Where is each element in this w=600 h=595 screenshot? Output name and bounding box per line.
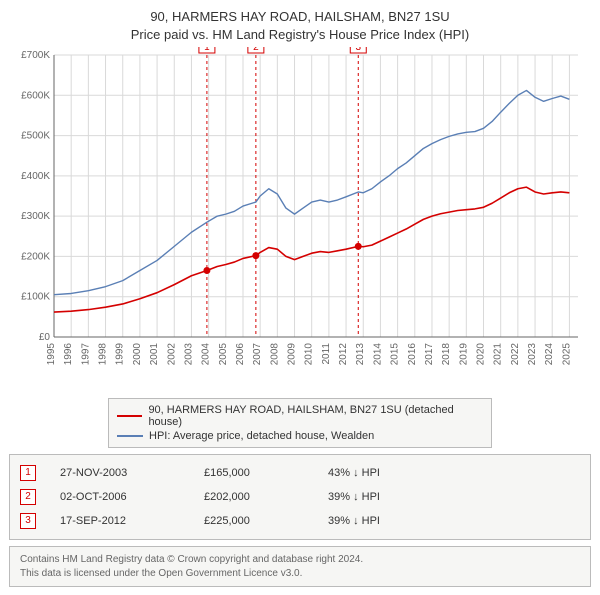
sale-point-marker: 1 [20,465,36,481]
svg-text:2019: 2019 [458,343,469,366]
chart-area: £0 £100K £200K £300K £400K £500K £600K £700K 199… [8,47,592,392]
sale-point-date: 02-OCT-2006 [60,491,180,503]
svg-text:2: 2 [253,47,259,53]
svg-text:2010: 2010 [304,343,315,366]
sale-point-row: 2 02-OCT-2006 £202,000 39% ↓ HPI [20,485,580,509]
svg-text:1997: 1997 [80,343,91,366]
svg-text:£400K: £400K [21,171,50,182]
svg-text:£100K: £100K [21,292,50,303]
attribution-line1: Contains HM Land Registry data © Crown c… [20,553,580,567]
svg-text:1995: 1995 [46,343,57,366]
svg-text:1: 1 [204,47,210,53]
sale-point-diff: 43% ↓ HPI [328,467,428,479]
svg-text:2002: 2002 [166,343,177,366]
title-line1: 90, HARMERS HAY ROAD, HAILSHAM, BN27 1SU [8,8,592,26]
sale-points-box: 1 27-NOV-2003 £165,000 43% ↓ HPI 2 02-OCT-200… [9,454,591,540]
sale-point-diff: 39% ↓ HPI [328,515,428,527]
svg-text:1998: 1998 [98,343,109,366]
svg-text:£0: £0 [39,332,51,343]
svg-text:2008: 2008 [269,343,280,366]
svg-text:2006: 2006 [235,343,246,366]
svg-text:2025: 2025 [561,343,572,366]
svg-text:2017: 2017 [424,343,435,366]
svg-text:2024: 2024 [544,343,555,366]
legend-swatch-red [117,415,142,417]
svg-text:2005: 2005 [218,343,229,366]
svg-text:2014: 2014 [372,343,383,366]
svg-text:2016: 2016 [407,343,418,366]
svg-text:2022: 2022 [510,343,521,366]
svg-text:2011: 2011 [321,343,332,365]
legend-swatch-blue [117,435,143,437]
svg-text:1999: 1999 [115,343,126,366]
svg-text:£300K: £300K [21,211,50,222]
svg-text:2003: 2003 [183,343,194,366]
sale-point-date: 17-SEP-2012 [60,515,180,527]
legend-label-red: 90, HARMERS HAY ROAD, HAILSHAM, BN27 1SU… [148,404,483,428]
sale-point-price: £202,000 [204,491,304,503]
sale-point-marker: 2 [20,489,36,505]
svg-text:2004: 2004 [201,343,212,366]
sale-point-price: £165,000 [204,467,304,479]
svg-text:2015: 2015 [390,343,401,366]
sale-point-marker: 3 [20,513,36,529]
svg-text:£600K: £600K [21,90,50,101]
svg-text:2000: 2000 [132,343,143,366]
svg-text:2020: 2020 [476,343,487,366]
sale-point-row: 1 27-NOV-2003 £165,000 43% ↓ HPI [20,461,580,485]
attribution-box: Contains HM Land Registry data © Crown c… [9,546,591,587]
chart-title: 90, HARMERS HAY ROAD, HAILSHAM, BN27 1SU… [8,8,592,43]
legend-row-red: 90, HARMERS HAY ROAD, HAILSHAM, BN27 1SU… [117,403,483,429]
svg-text:£500K: £500K [21,131,50,142]
chart-svg: £0 £100K £200K £300K £400K £500K £600K £700K 199… [8,47,588,387]
svg-text:2007: 2007 [252,343,263,366]
svg-text:3: 3 [355,47,361,53]
svg-text:£200K: £200K [21,252,50,263]
sale-point-price: £225,000 [204,515,304,527]
legend-box: 90, HARMERS HAY ROAD, HAILSHAM, BN27 1SU… [108,398,492,448]
legend-row-blue: HPI: Average price, detached house, Weal… [117,429,483,443]
svg-text:2012: 2012 [338,343,349,366]
svg-text:1996: 1996 [63,343,74,366]
attribution-line2: This data is licensed under the Open Gov… [20,567,580,581]
svg-text:2013: 2013 [355,343,366,366]
svg-text:2009: 2009 [287,343,298,366]
svg-text:2018: 2018 [441,343,452,366]
sale-point-diff: 39% ↓ HPI [328,491,428,503]
svg-text:2021: 2021 [493,343,504,366]
svg-text:2023: 2023 [527,343,538,366]
sale-point-date: 27-NOV-2003 [60,467,180,479]
sale-point-row: 3 17-SEP-2012 £225,000 39% ↓ HPI [20,509,580,533]
title-line2: Price paid vs. HM Land Registry's House … [8,26,592,44]
svg-text:£700K: £700K [21,50,50,61]
svg-text:2001: 2001 [149,343,160,366]
legend-label-blue: HPI: Average price, detached house, Weal… [149,430,374,442]
